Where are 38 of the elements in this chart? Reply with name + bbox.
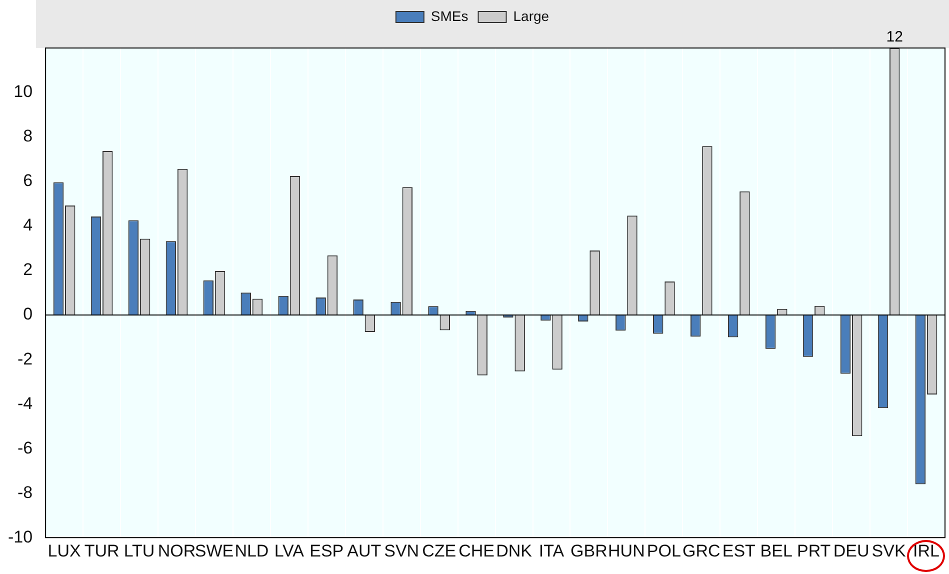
x-tick-label: LUX xyxy=(48,541,81,560)
x-tick-label: GBR xyxy=(570,541,608,560)
x-tick-label: EST xyxy=(722,541,756,560)
x-tick-label: NOR xyxy=(158,541,196,560)
x-tick-label: CHE xyxy=(458,541,494,560)
y-tick-label: -6 xyxy=(17,438,33,458)
x-tick-label: POL xyxy=(646,541,681,560)
y-tick-label: 10 xyxy=(14,82,33,102)
x-tick-label: SVK xyxy=(872,541,906,560)
y-tick-label: -2 xyxy=(17,349,33,368)
y-tick-label: 0 xyxy=(23,304,33,324)
y-tick-label: -4 xyxy=(17,394,33,413)
x-tick-label: DNK xyxy=(496,541,533,560)
x-tick-label: ESP xyxy=(310,541,344,560)
x-tick-label: CZE xyxy=(422,541,456,560)
legend-label: SMEs xyxy=(430,8,468,24)
y-tick-label: -8 xyxy=(17,482,33,502)
x-tick-label: NLD xyxy=(234,541,269,560)
y-tick-label: 6 xyxy=(23,171,33,190)
y-tick-label: -10 xyxy=(8,527,33,546)
x-tick-label: SVN xyxy=(384,541,420,560)
y-tick-label: 8 xyxy=(23,126,33,146)
x-tick-label: LVA xyxy=(274,541,305,560)
x-tick-label: ITA xyxy=(538,541,565,560)
x-tick-label: DEU xyxy=(833,541,870,560)
y-tick-label: 4 xyxy=(23,216,33,235)
x-tick-label: GRC xyxy=(682,541,720,560)
legend-label: Large xyxy=(513,8,550,24)
data-label: 12 xyxy=(886,28,903,46)
x-tick-label: PRT xyxy=(796,541,831,560)
x-tick-label: BEL xyxy=(760,541,792,560)
x-tick-label: AUT xyxy=(347,541,382,560)
x-tick-label: SWE xyxy=(194,541,234,560)
y-tick-label: 2 xyxy=(23,260,33,280)
x-tick-label: TUR xyxy=(84,541,120,560)
x-tick-label: HUN xyxy=(608,541,645,560)
x-tick-label: LTU xyxy=(124,541,155,560)
x-tick-label: IRL xyxy=(913,541,940,560)
